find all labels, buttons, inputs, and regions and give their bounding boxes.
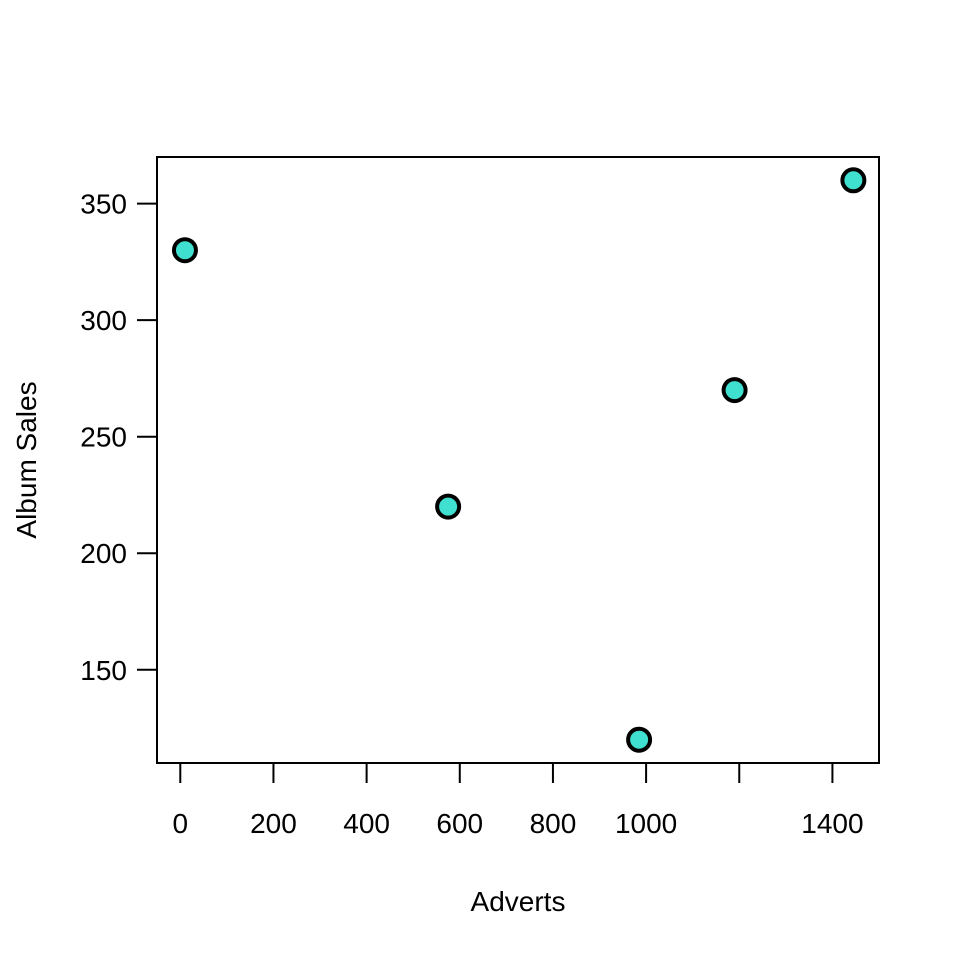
data-point <box>721 377 748 404</box>
data-point <box>626 726 653 753</box>
data-points <box>171 167 867 753</box>
data-point <box>171 237 198 264</box>
y-tick-label: 350 <box>80 189 127 220</box>
y-tick-label: 150 <box>80 655 127 686</box>
y-axis: 150 200 250 300 350 <box>80 189 158 686</box>
y-axis-label: Album Sales <box>11 381 42 538</box>
y-tick-label: 200 <box>80 538 127 569</box>
x-tick-label: 400 <box>343 808 390 839</box>
x-axis-label: Adverts <box>471 886 566 917</box>
data-point <box>435 493 462 520</box>
x-tick-label: 800 <box>530 808 577 839</box>
x-tick-label: 0 <box>173 808 189 839</box>
y-tick-label: 300 <box>80 305 127 336</box>
x-axis: 0 200 400 600 800 1000 1400 <box>173 762 864 839</box>
x-tick-label: 600 <box>436 808 483 839</box>
x-tick-label: 1000 <box>615 808 677 839</box>
x-tick-label: 1400 <box>801 808 863 839</box>
x-tick-label: 200 <box>250 808 297 839</box>
data-point <box>840 167 867 194</box>
y-tick-label: 250 <box>80 422 127 453</box>
